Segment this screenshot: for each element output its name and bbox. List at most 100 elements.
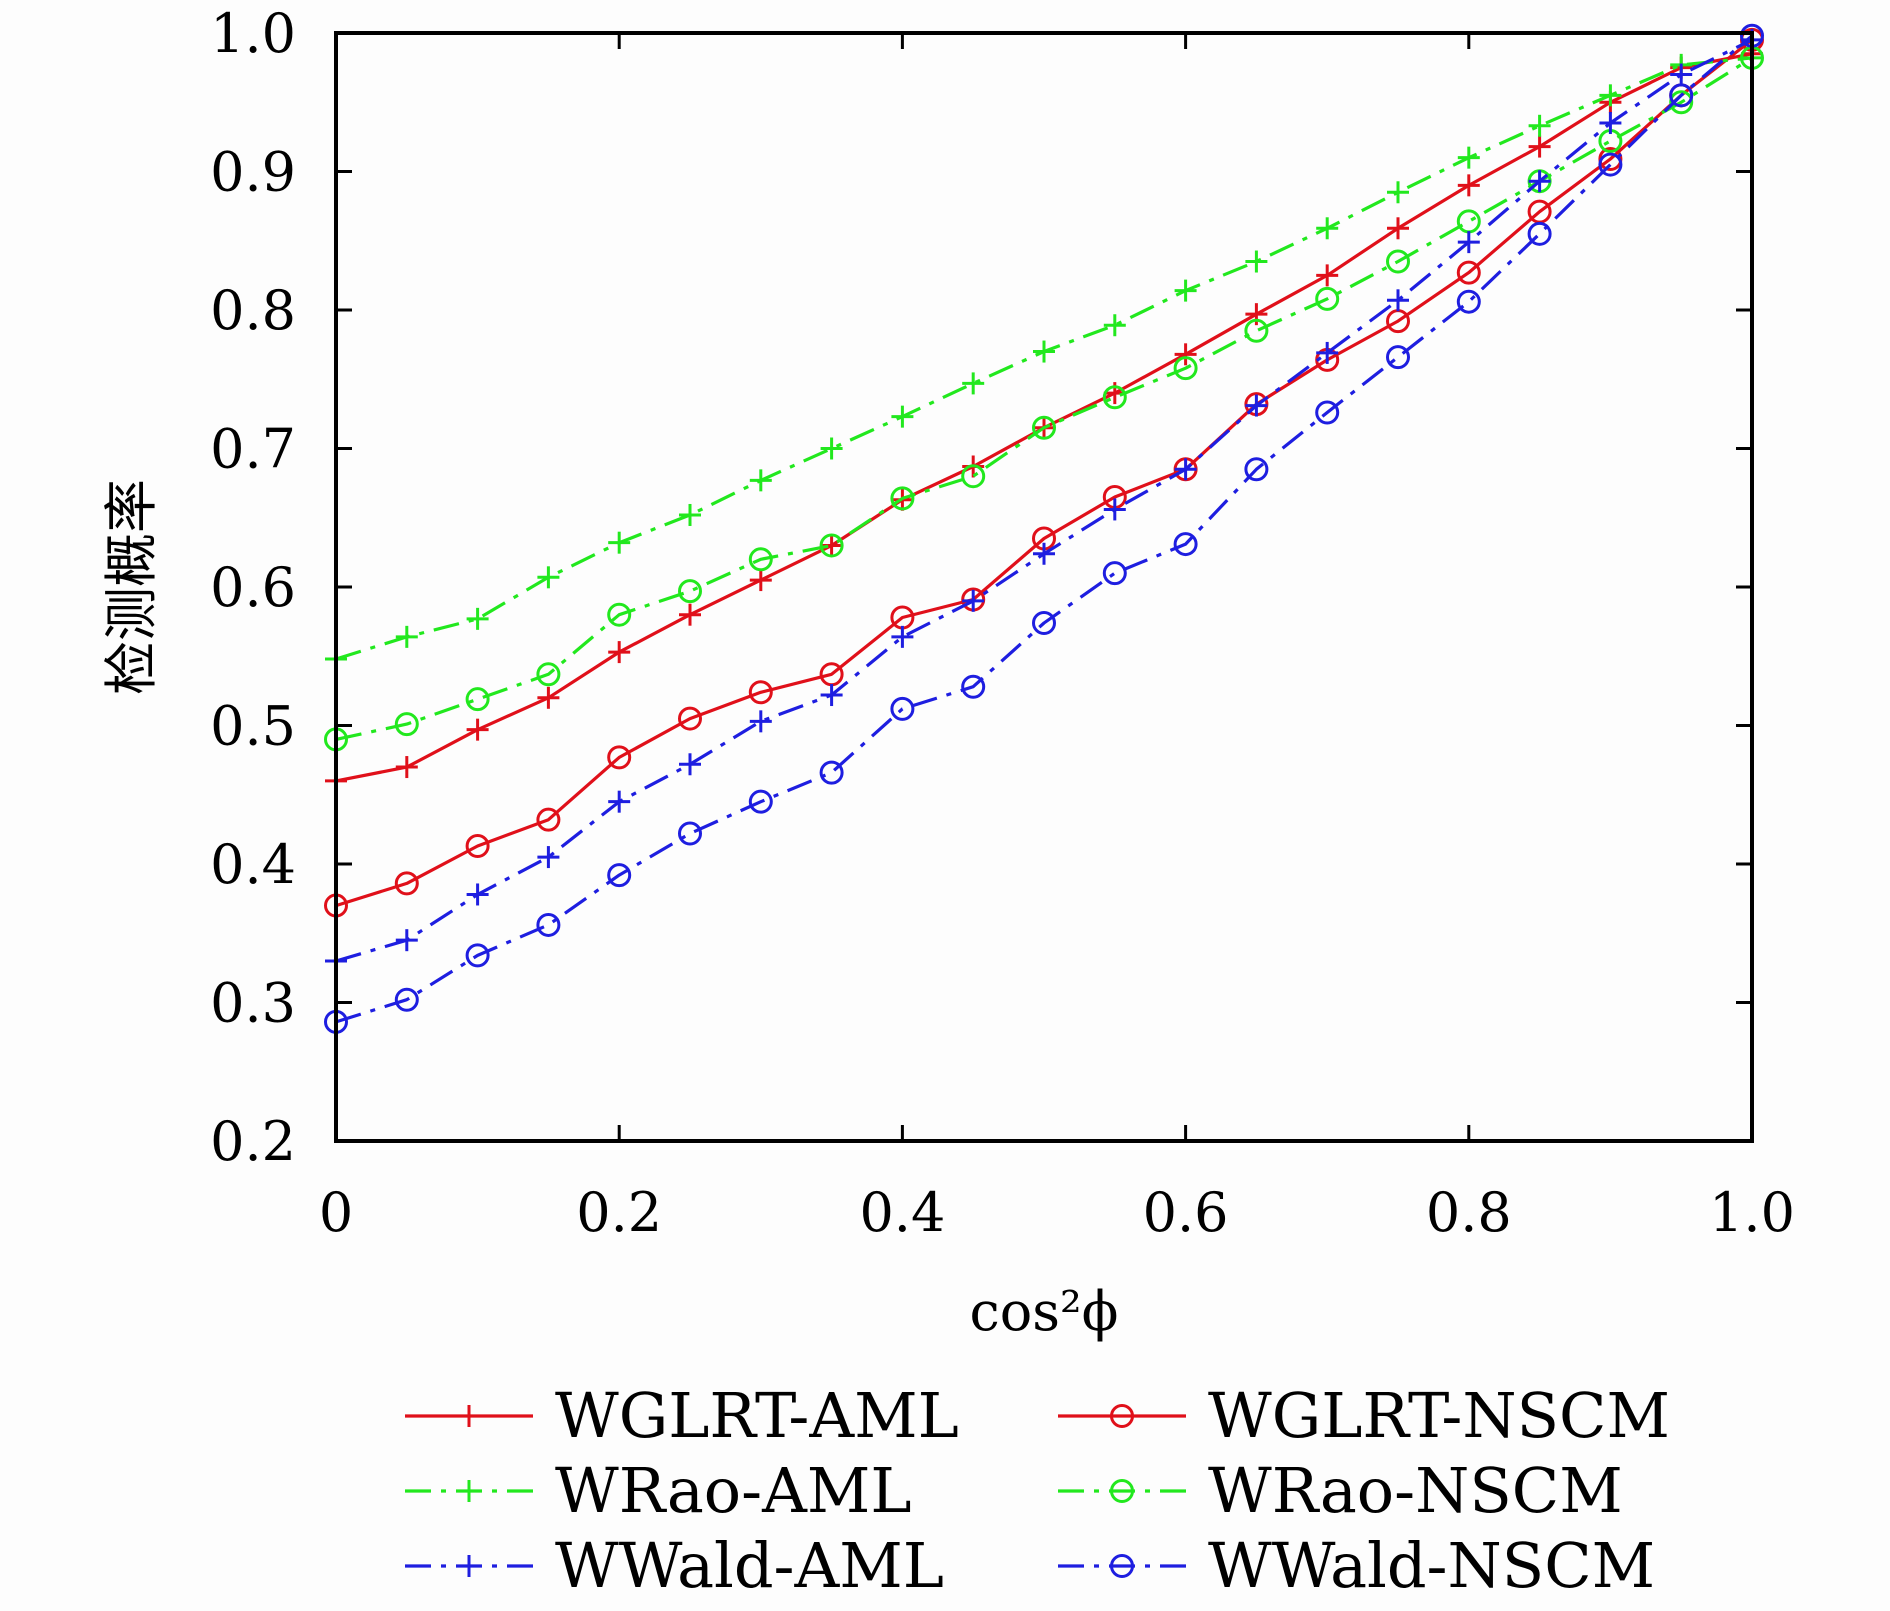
data-point-wwald-aml — [395, 929, 418, 952]
data-point-wrao-aml — [962, 372, 985, 395]
data-point-wrao-aml — [891, 405, 914, 428]
data-point-wrao-aml — [537, 566, 560, 589]
series-wwald-aml — [325, 28, 1763, 972]
legend-item-wglrt-nscm: WGLRT-NSCM — [1058, 1379, 1670, 1452]
data-point-wglrt-aml — [679, 603, 701, 626]
data-point-wwald-nscm — [394, 987, 419, 1012]
series-line-wglrt-nscm — [335, 38, 1753, 908]
legend-item-wwald-nscm: WWald-NSCM — [1058, 1529, 1655, 1602]
y-tick-label: 0.9 — [210, 141, 296, 204]
data-point-wwald-nscm — [1386, 345, 1410, 370]
data-point-wrao-aml — [1457, 146, 1480, 169]
y-tick-label: 1.0 — [210, 2, 296, 65]
data-point-wwald-nscm — [1598, 152, 1623, 177]
data-point-wrao-aml — [466, 607, 489, 630]
data-point-wrao-aml — [1599, 84, 1622, 107]
y-tick-label: 0.7 — [210, 418, 296, 481]
data-point-wrao-nscm — [1315, 286, 1340, 311]
data-point-wglrt-aml — [1387, 217, 1409, 240]
data-point-wrao-nscm — [465, 687, 490, 712]
data-point-wwald-nscm — [1315, 400, 1340, 425]
data-point-wwald-nscm — [819, 760, 844, 785]
y-tick-label: 0.5 — [210, 695, 296, 758]
data-point-wglrt-aml — [395, 756, 418, 779]
data-point-wrao-aml — [820, 437, 843, 460]
series-group — [324, 23, 1764, 1034]
legend-marker — [458, 1405, 480, 1427]
data-point-wwald-aml — [1387, 289, 1409, 312]
data-point-wrao-aml — [749, 469, 772, 492]
x-tick-label: 0.2 — [576, 1181, 662, 1244]
data-point-wglrt-nscm — [1456, 260, 1481, 285]
data-point-wglrt-nscm — [394, 871, 419, 896]
data-point-wwald-nscm — [1102, 561, 1127, 586]
data-point-wrao-aml — [1174, 279, 1197, 302]
legend-label: WWald-AML — [555, 1529, 944, 1602]
data-point-wwald-nscm — [1173, 532, 1198, 557]
data-point-wrao-aml — [1033, 340, 1055, 363]
data-point-wwald-nscm — [1244, 457, 1269, 482]
data-point-wglrt-aml — [1174, 343, 1197, 366]
series-wrao-nscm — [324, 45, 1764, 752]
x-tick-label: 0.4 — [859, 1181, 945, 1244]
data-point-wglrt-nscm — [536, 807, 561, 832]
data-point-wwald-nscm — [1456, 289, 1481, 314]
data-point-wrao-nscm — [536, 662, 561, 687]
tick-labels: 0 0.2 0.4 0.6 0.8 1.0 0.2 0.3 0.4 0.5 0.6 0.7 0.8 0.9… — [210, 2, 1795, 1244]
series-line-wwald-nscm — [335, 34, 1754, 1024]
data-point-wwald-nscm — [465, 943, 490, 968]
data-point-wwald-aml — [1670, 63, 1693, 86]
data-point-wrao-aml — [1103, 314, 1126, 337]
data-point-wrao-aml — [1316, 217, 1339, 240]
legend-item-wglrt-aml: WGLRT-AML — [405, 1379, 959, 1452]
data-point-wrao-nscm — [1032, 415, 1056, 440]
data-point-wrao-nscm — [1669, 90, 1694, 115]
legend-item-wwald-aml: WWald-AML — [405, 1529, 944, 1602]
data-point-wwald-aml — [962, 589, 985, 612]
series-wwald-nscm — [324, 23, 1764, 1034]
y-tick-label: 0.3 — [210, 972, 296, 1035]
data-point-wwald-aml — [891, 625, 914, 648]
legend-label: WWald-NSCM — [1208, 1529, 1655, 1602]
data-point-wwald-aml — [1528, 170, 1551, 193]
data-point-wwald-aml — [749, 710, 772, 733]
data-point-wglrt-aml — [1457, 174, 1480, 197]
legend-item-wrao-nscm: WRao-NSCM — [1058, 1454, 1623, 1527]
data-point-wwald-aml — [608, 790, 631, 813]
data-point-wwald-aml — [1033, 542, 1055, 565]
data-point-wwald-aml — [1599, 112, 1622, 135]
data-point-wwald-aml — [1103, 498, 1126, 521]
data-point-wrao-nscm — [748, 547, 773, 572]
legend-label: WRao-NSCM — [1208, 1454, 1623, 1527]
data-point-wwald-aml — [1457, 231, 1480, 254]
data-point-wglrt-aml — [1316, 264, 1339, 287]
data-point-wwald-nscm — [890, 696, 915, 721]
axis-ticks — [334, 31, 1754, 1143]
data-point-wrao-nscm — [678, 579, 702, 604]
data-point-wwald-aml — [466, 883, 489, 906]
data-point-wwald-nscm — [961, 674, 986, 699]
data-point-wwald-nscm — [748, 789, 773, 814]
data-point-wwald-nscm — [1669, 83, 1694, 108]
data-point-wwald-nscm — [536, 912, 561, 937]
legend-label: WGLRT-AML — [555, 1379, 959, 1452]
data-point-wwald-aml — [679, 753, 701, 776]
data-point-wrao-nscm — [1456, 209, 1481, 234]
data-point-wwald-aml — [820, 684, 843, 707]
data-point-wrao-aml — [395, 625, 418, 648]
x-axis-title: cos²ϕ — [970, 1280, 1119, 1343]
data-point-wrao-aml — [679, 503, 701, 526]
data-point-wwald-nscm — [1527, 221, 1552, 246]
legend-marker — [1110, 1479, 1134, 1503]
y-tick-label: 0.4 — [210, 833, 296, 896]
y-tick-label: 0.6 — [210, 556, 296, 619]
data-point-wrao-aml — [1245, 250, 1268, 273]
data-point-wrao-nscm — [890, 486, 915, 511]
data-point-wglrt-aml — [608, 641, 631, 664]
x-tick-label: 0.6 — [1143, 1181, 1229, 1244]
data-point-wrao-nscm — [607, 602, 632, 627]
data-point-wwald-aml — [1316, 341, 1339, 364]
